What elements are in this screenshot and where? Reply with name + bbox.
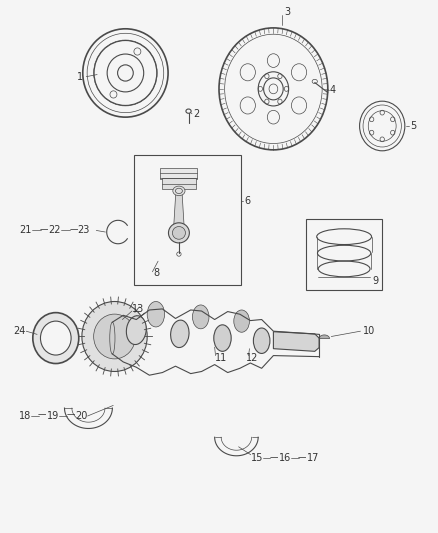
Text: 5: 5	[410, 121, 416, 131]
Text: —: —	[269, 453, 278, 462]
Bar	[306, 219, 382, 290]
Text: 1: 1	[77, 71, 83, 82]
Text: 23: 23	[78, 225, 90, 236]
Ellipse shape	[33, 313, 79, 364]
Ellipse shape	[173, 186, 185, 196]
Text: 9: 9	[373, 276, 379, 286]
Polygon shape	[173, 191, 184, 234]
Ellipse shape	[192, 305, 209, 329]
Text: 20: 20	[75, 411, 88, 421]
Bar	[160, 168, 198, 179]
Text: 8: 8	[154, 269, 160, 278]
Text: 16: 16	[279, 454, 291, 463]
Text: 12: 12	[246, 353, 258, 362]
Ellipse shape	[214, 325, 231, 351]
Ellipse shape	[94, 314, 135, 359]
Text: 15: 15	[251, 454, 263, 463]
Ellipse shape	[82, 302, 147, 372]
Ellipse shape	[147, 302, 165, 327]
Polygon shape	[273, 332, 319, 351]
Ellipse shape	[40, 321, 71, 355]
Ellipse shape	[253, 328, 270, 353]
Ellipse shape	[234, 310, 250, 332]
Text: 2: 2	[193, 109, 199, 119]
Text: 21: 21	[19, 225, 31, 236]
Text: 4: 4	[330, 85, 336, 95]
Text: 3: 3	[284, 7, 290, 17]
Ellipse shape	[110, 322, 115, 354]
Ellipse shape	[169, 223, 189, 243]
Text: —: —	[66, 410, 74, 419]
Text: —: —	[69, 225, 78, 234]
Bar	[134, 155, 241, 285]
Text: 19: 19	[47, 411, 59, 421]
Text: 11: 11	[215, 353, 227, 362]
Text: 18: 18	[19, 411, 31, 421]
Text: 13: 13	[132, 304, 144, 314]
Polygon shape	[319, 335, 329, 338]
Text: 6: 6	[244, 196, 251, 206]
Text: —: —	[40, 225, 48, 234]
Text: 22: 22	[48, 225, 61, 236]
Ellipse shape	[171, 320, 189, 348]
Text: —: —	[298, 453, 306, 462]
Bar	[162, 177, 195, 189]
Ellipse shape	[126, 316, 146, 344]
Text: —: —	[38, 410, 46, 419]
Text: 17: 17	[307, 454, 319, 463]
Ellipse shape	[173, 227, 185, 239]
Text: 10: 10	[363, 326, 375, 336]
Text: 24: 24	[13, 326, 25, 336]
